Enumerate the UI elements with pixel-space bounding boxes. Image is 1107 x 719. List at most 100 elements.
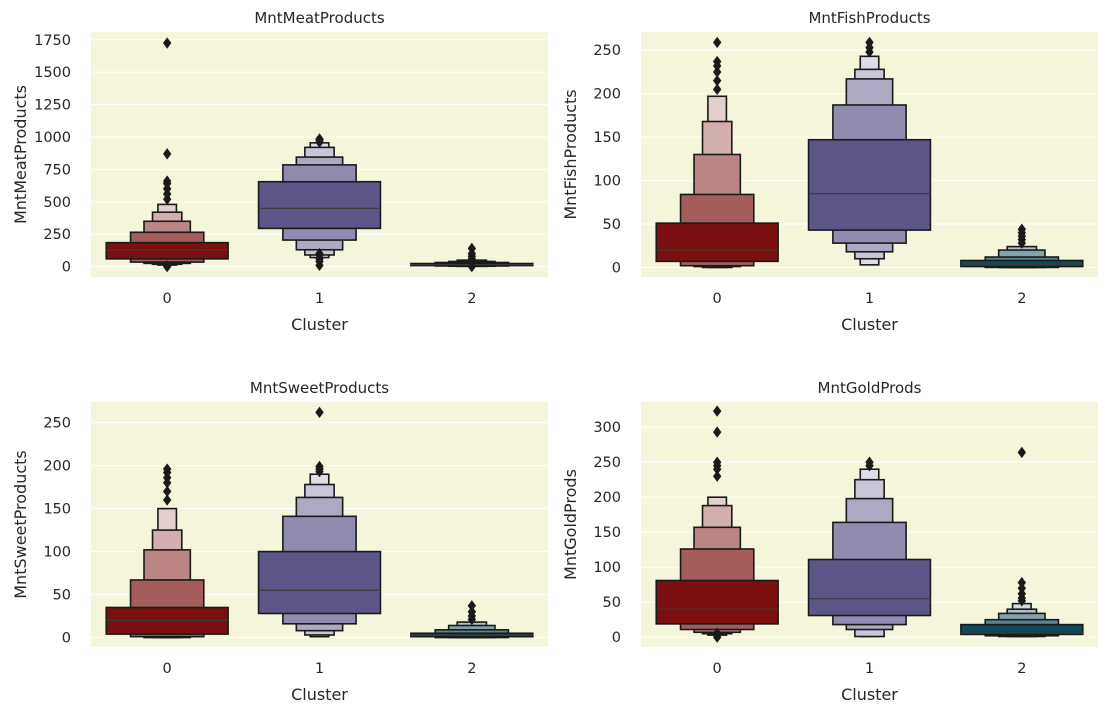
x-tick-label: 0 bbox=[163, 291, 172, 307]
y-tick-label: 250 bbox=[43, 416, 71, 432]
boxen-level-1 bbox=[655, 222, 779, 263]
outlier-point bbox=[712, 405, 722, 417]
y-tick-label: 100 bbox=[43, 545, 71, 561]
outlier-point bbox=[712, 627, 722, 639]
y-tick-label: 200 bbox=[43, 459, 71, 475]
y-axis-label: MntGoldProds bbox=[561, 469, 580, 580]
outlier-point bbox=[712, 74, 722, 87]
outlier-point bbox=[162, 260, 172, 272]
x-axis-label: Cluster bbox=[841, 315, 898, 334]
outlier-point bbox=[712, 66, 722, 78]
outlier-point bbox=[315, 460, 324, 473]
outlier-point bbox=[467, 260, 477, 273]
boxen-level-1 bbox=[257, 180, 382, 230]
boxen-cluster-1 bbox=[257, 406, 382, 638]
x-tick-label: 2 bbox=[1017, 661, 1026, 677]
outlier-point bbox=[467, 606, 477, 618]
y-tick-label: 100 bbox=[593, 560, 621, 576]
outlier-point bbox=[712, 470, 722, 482]
x-tick-label: 2 bbox=[467, 291, 476, 307]
y-tick-label: 50 bbox=[603, 595, 621, 611]
x-axis-label: Cluster bbox=[291, 315, 348, 334]
x-tick-label: 1 bbox=[865, 291, 874, 307]
y-tick-label: 1250 bbox=[34, 98, 71, 114]
outlier-point bbox=[1017, 446, 1027, 459]
y-tick-label: 0 bbox=[612, 630, 621, 646]
boxen-level-1 bbox=[655, 579, 779, 625]
outlier-point bbox=[162, 494, 172, 506]
y-axis-label: MntMeatProducts bbox=[11, 85, 30, 224]
y-tick-label: 300 bbox=[593, 420, 621, 436]
panel-meat: 0 250 500 750 1000 1250 1500 1750 0 1 2 MntMeatProd… bbox=[11, 9, 548, 334]
boxen-level-1 bbox=[105, 241, 229, 260]
boxen-level-1 bbox=[960, 259, 1084, 268]
outlier-point bbox=[315, 406, 324, 418]
boxen-cluster-0 bbox=[105, 463, 229, 639]
y-tick-label: 250 bbox=[43, 227, 71, 243]
x-tick-label: 0 bbox=[713, 661, 722, 677]
outlier-point bbox=[712, 456, 722, 468]
boxen-cluster-0 bbox=[105, 37, 229, 273]
y-tick-label: 200 bbox=[593, 490, 621, 506]
boxen-cluster-1 bbox=[807, 456, 932, 638]
boxen-level-1 bbox=[960, 623, 1084, 636]
x-tick-label: 2 bbox=[467, 661, 476, 677]
outlier-point bbox=[315, 133, 324, 145]
y-tick-label: 1750 bbox=[34, 33, 71, 49]
outlier-point bbox=[467, 242, 477, 255]
y-tick-label: 750 bbox=[43, 162, 71, 178]
y-tick-label: 1000 bbox=[34, 130, 71, 146]
outlier-point bbox=[162, 175, 172, 187]
y-tick-label: 200 bbox=[593, 87, 621, 103]
outlier-point bbox=[865, 456, 874, 468]
y-tick-label: 150 bbox=[593, 130, 621, 146]
boxen-cluster-1 bbox=[257, 133, 382, 272]
outlier-point bbox=[712, 36, 722, 49]
boxen-cluster-1 bbox=[807, 36, 932, 266]
x-tick-label: 1 bbox=[865, 661, 874, 677]
outlier-point bbox=[1017, 223, 1027, 235]
panel-gold: 0 50 100 150 200 250 300 0 1 2 MntGoldProds Cluster… bbox=[561, 379, 1098, 704]
boxen-level-1 bbox=[257, 550, 382, 615]
panel-title: MntMeatProducts bbox=[254, 9, 385, 27]
y-tick-label: 0 bbox=[62, 260, 71, 276]
boxen-cluster-2 bbox=[410, 242, 534, 273]
y-tick-label: 150 bbox=[593, 525, 621, 541]
y-tick-label: 250 bbox=[593, 43, 621, 59]
outlier-point bbox=[315, 247, 324, 260]
outlier-point bbox=[467, 600, 477, 612]
outlier-point bbox=[162, 485, 172, 498]
x-tick-label: 0 bbox=[713, 291, 722, 307]
x-tick-label: 0 bbox=[163, 661, 172, 677]
x-tick-label: 1 bbox=[315, 661, 324, 677]
panel-title: MntFishProducts bbox=[808, 9, 930, 27]
y-axis-label: MntFishProducts bbox=[561, 89, 580, 219]
x-tick-label: 2 bbox=[1017, 291, 1026, 307]
x-axis-label: Cluster bbox=[291, 685, 348, 704]
panel-title: MntSweetProducts bbox=[250, 379, 389, 397]
outlier-point bbox=[1017, 576, 1027, 589]
panel-sweet: 0 50 100 150 200 250 0 1 2 MntSweetProducts Cluste… bbox=[11, 379, 548, 704]
boxen-cluster-0 bbox=[655, 36, 779, 269]
y-tick-label: 250 bbox=[593, 455, 621, 471]
boxen-level-1 bbox=[807, 558, 932, 617]
outlier-point bbox=[162, 148, 172, 160]
x-tick-label: 1 bbox=[315, 291, 324, 307]
boxen-cluster-2 bbox=[410, 600, 534, 639]
panel-title: MntGoldProds bbox=[818, 379, 922, 397]
y-tick-label: 0 bbox=[62, 631, 71, 647]
outlier-point bbox=[712, 426, 722, 438]
y-axis-label: MntSweetProducts bbox=[11, 450, 30, 599]
boxen-level-1 bbox=[807, 138, 932, 231]
outlier-point bbox=[865, 36, 874, 49]
y-tick-label: 50 bbox=[603, 217, 621, 233]
boxen-cluster-0 bbox=[655, 405, 779, 643]
y-tick-label: 50 bbox=[53, 588, 71, 604]
boxen-cluster-2 bbox=[960, 446, 1084, 638]
outlier-point bbox=[162, 37, 172, 49]
y-tick-label: 100 bbox=[593, 174, 621, 190]
x-axis-label: Cluster bbox=[841, 685, 898, 704]
y-tick-label: 150 bbox=[43, 502, 71, 518]
